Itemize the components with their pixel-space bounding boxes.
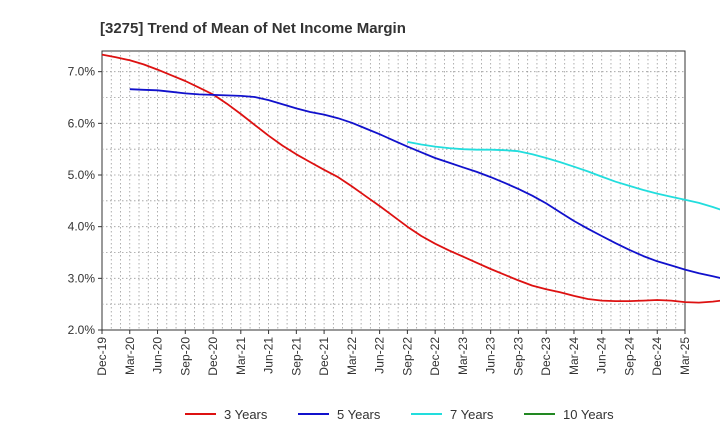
x-tick-label: Sep-24 xyxy=(622,337,636,376)
series-line-3-years xyxy=(101,53,720,304)
legend: 3 Years 5 Years 7 Years 10 Years xyxy=(185,407,614,422)
x-tick-label: Dec-22 xyxy=(428,337,442,376)
y-tick-label: 7.0% xyxy=(68,65,96,79)
x-tick-label: Jun-21 xyxy=(262,337,276,374)
chart-title: [3275] Trend of Mean of Net Income Margi… xyxy=(100,20,406,37)
x-tick-label: Sep-23 xyxy=(511,337,525,376)
x-axis: Dec-19 Mar-20 Jun-20 Sep-20 Dec-20 Mar-21 Jun-… xyxy=(95,330,692,376)
legend-label: 5 Years xyxy=(337,407,381,422)
x-tick-label: Mar-23 xyxy=(456,337,470,375)
x-tick-label: Sep-22 xyxy=(400,337,414,376)
x-tick-label: Sep-21 xyxy=(289,337,303,376)
x-tick-label: Dec-19 xyxy=(95,337,109,376)
x-tick-label: Dec-23 xyxy=(539,337,553,376)
y-tick-label: 3.0% xyxy=(68,271,96,285)
x-tick-label: Dec-20 xyxy=(206,337,220,376)
legend-label: 3 Years xyxy=(224,407,268,422)
x-tick-label: Mar-25 xyxy=(678,337,692,375)
x-tick-label: Jun-20 xyxy=(151,337,165,374)
y-tick-label: 6.0% xyxy=(68,116,96,130)
grid xyxy=(102,51,685,330)
x-tick-label: Jun-22 xyxy=(373,337,387,374)
x-tick-label: Dec-24 xyxy=(650,337,664,376)
x-tick-label: Dec-21 xyxy=(317,337,331,376)
x-tick-label: Mar-20 xyxy=(123,337,137,375)
x-tick-label: Jun-24 xyxy=(595,337,609,374)
legend-label: 10 Years xyxy=(563,407,614,422)
y-tick-label: 4.0% xyxy=(68,220,96,234)
x-tick-label: Sep-20 xyxy=(178,337,192,376)
series-line-5-years xyxy=(129,88,720,279)
x-tick-label: Mar-24 xyxy=(567,337,581,375)
y-tick-label: 2.0% xyxy=(68,323,96,337)
x-tick-label: Jun-23 xyxy=(484,337,498,374)
series-lines xyxy=(101,53,720,304)
series-line-7-years xyxy=(407,141,720,211)
y-axis: 2.0% 3.0% 4.0% 5.0% 6.0% 7.0% xyxy=(68,65,102,337)
y-tick-label: 5.0% xyxy=(68,168,96,182)
x-tick-label: Mar-21 xyxy=(234,337,248,375)
x-tick-label: Mar-22 xyxy=(345,337,359,375)
legend-label: 7 Years xyxy=(450,407,494,422)
